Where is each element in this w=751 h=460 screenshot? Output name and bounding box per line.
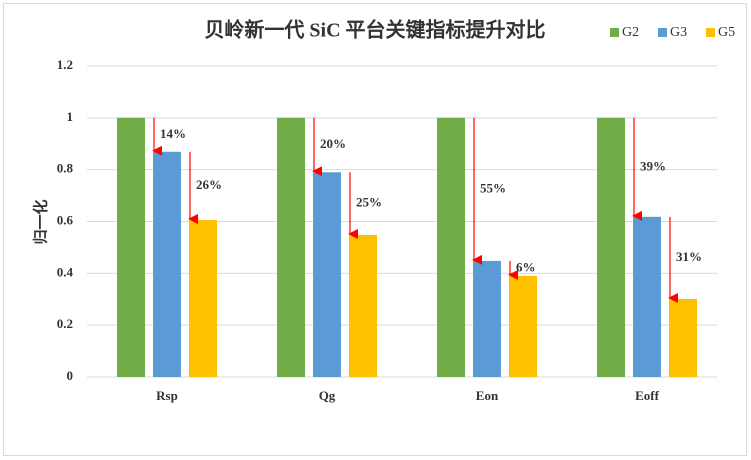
- legend-swatch: [658, 28, 667, 37]
- bar: [437, 117, 465, 377]
- y-tick-label: 0.6: [57, 212, 74, 227]
- legend-swatch: [706, 28, 715, 37]
- bar: [117, 117, 145, 377]
- bar: [473, 260, 501, 377]
- legend-label: G2: [622, 25, 639, 40]
- reduction-label: 20%: [320, 136, 346, 151]
- y-tick-label: 0.2: [57, 316, 73, 331]
- x-tick-label: Eon: [476, 388, 499, 403]
- y-tick-label: 0.4: [57, 264, 74, 279]
- reduction-label: 26%: [196, 177, 222, 192]
- reduction-label: 55%: [480, 180, 506, 195]
- bar: [189, 219, 217, 377]
- reduction-label: 31%: [676, 249, 702, 264]
- y-tick-label: 0: [67, 368, 74, 383]
- bar: [597, 117, 625, 377]
- chart-title: 贝岭新一代 SiC 平台关键指标提升对比: [204, 18, 545, 42]
- x-tick-label: Eoff: [635, 388, 660, 403]
- x-tick-label: Rsp: [156, 388, 178, 403]
- bar: [313, 172, 341, 377]
- y-tick-label: 1: [67, 109, 74, 124]
- bar: [277, 117, 305, 377]
- bar: [153, 151, 181, 377]
- y-axis-label: 归一化: [31, 199, 49, 244]
- legend-swatch: [610, 28, 619, 37]
- legend-label: G3: [670, 25, 687, 40]
- y-tick-label: 0.8: [57, 161, 74, 176]
- bar: [633, 216, 661, 377]
- reduction-label: 14%: [160, 126, 186, 141]
- bar: [509, 275, 537, 377]
- legend-label: G5: [718, 25, 735, 40]
- reduction-label: 39%: [640, 158, 666, 173]
- reduction-label: 6%: [516, 259, 536, 274]
- bar: [669, 298, 697, 377]
- x-tick-label: Qg: [319, 388, 336, 403]
- y-tick-label: 1.2: [57, 57, 73, 72]
- reduction-label: 25%: [356, 195, 382, 210]
- bar: [349, 234, 377, 377]
